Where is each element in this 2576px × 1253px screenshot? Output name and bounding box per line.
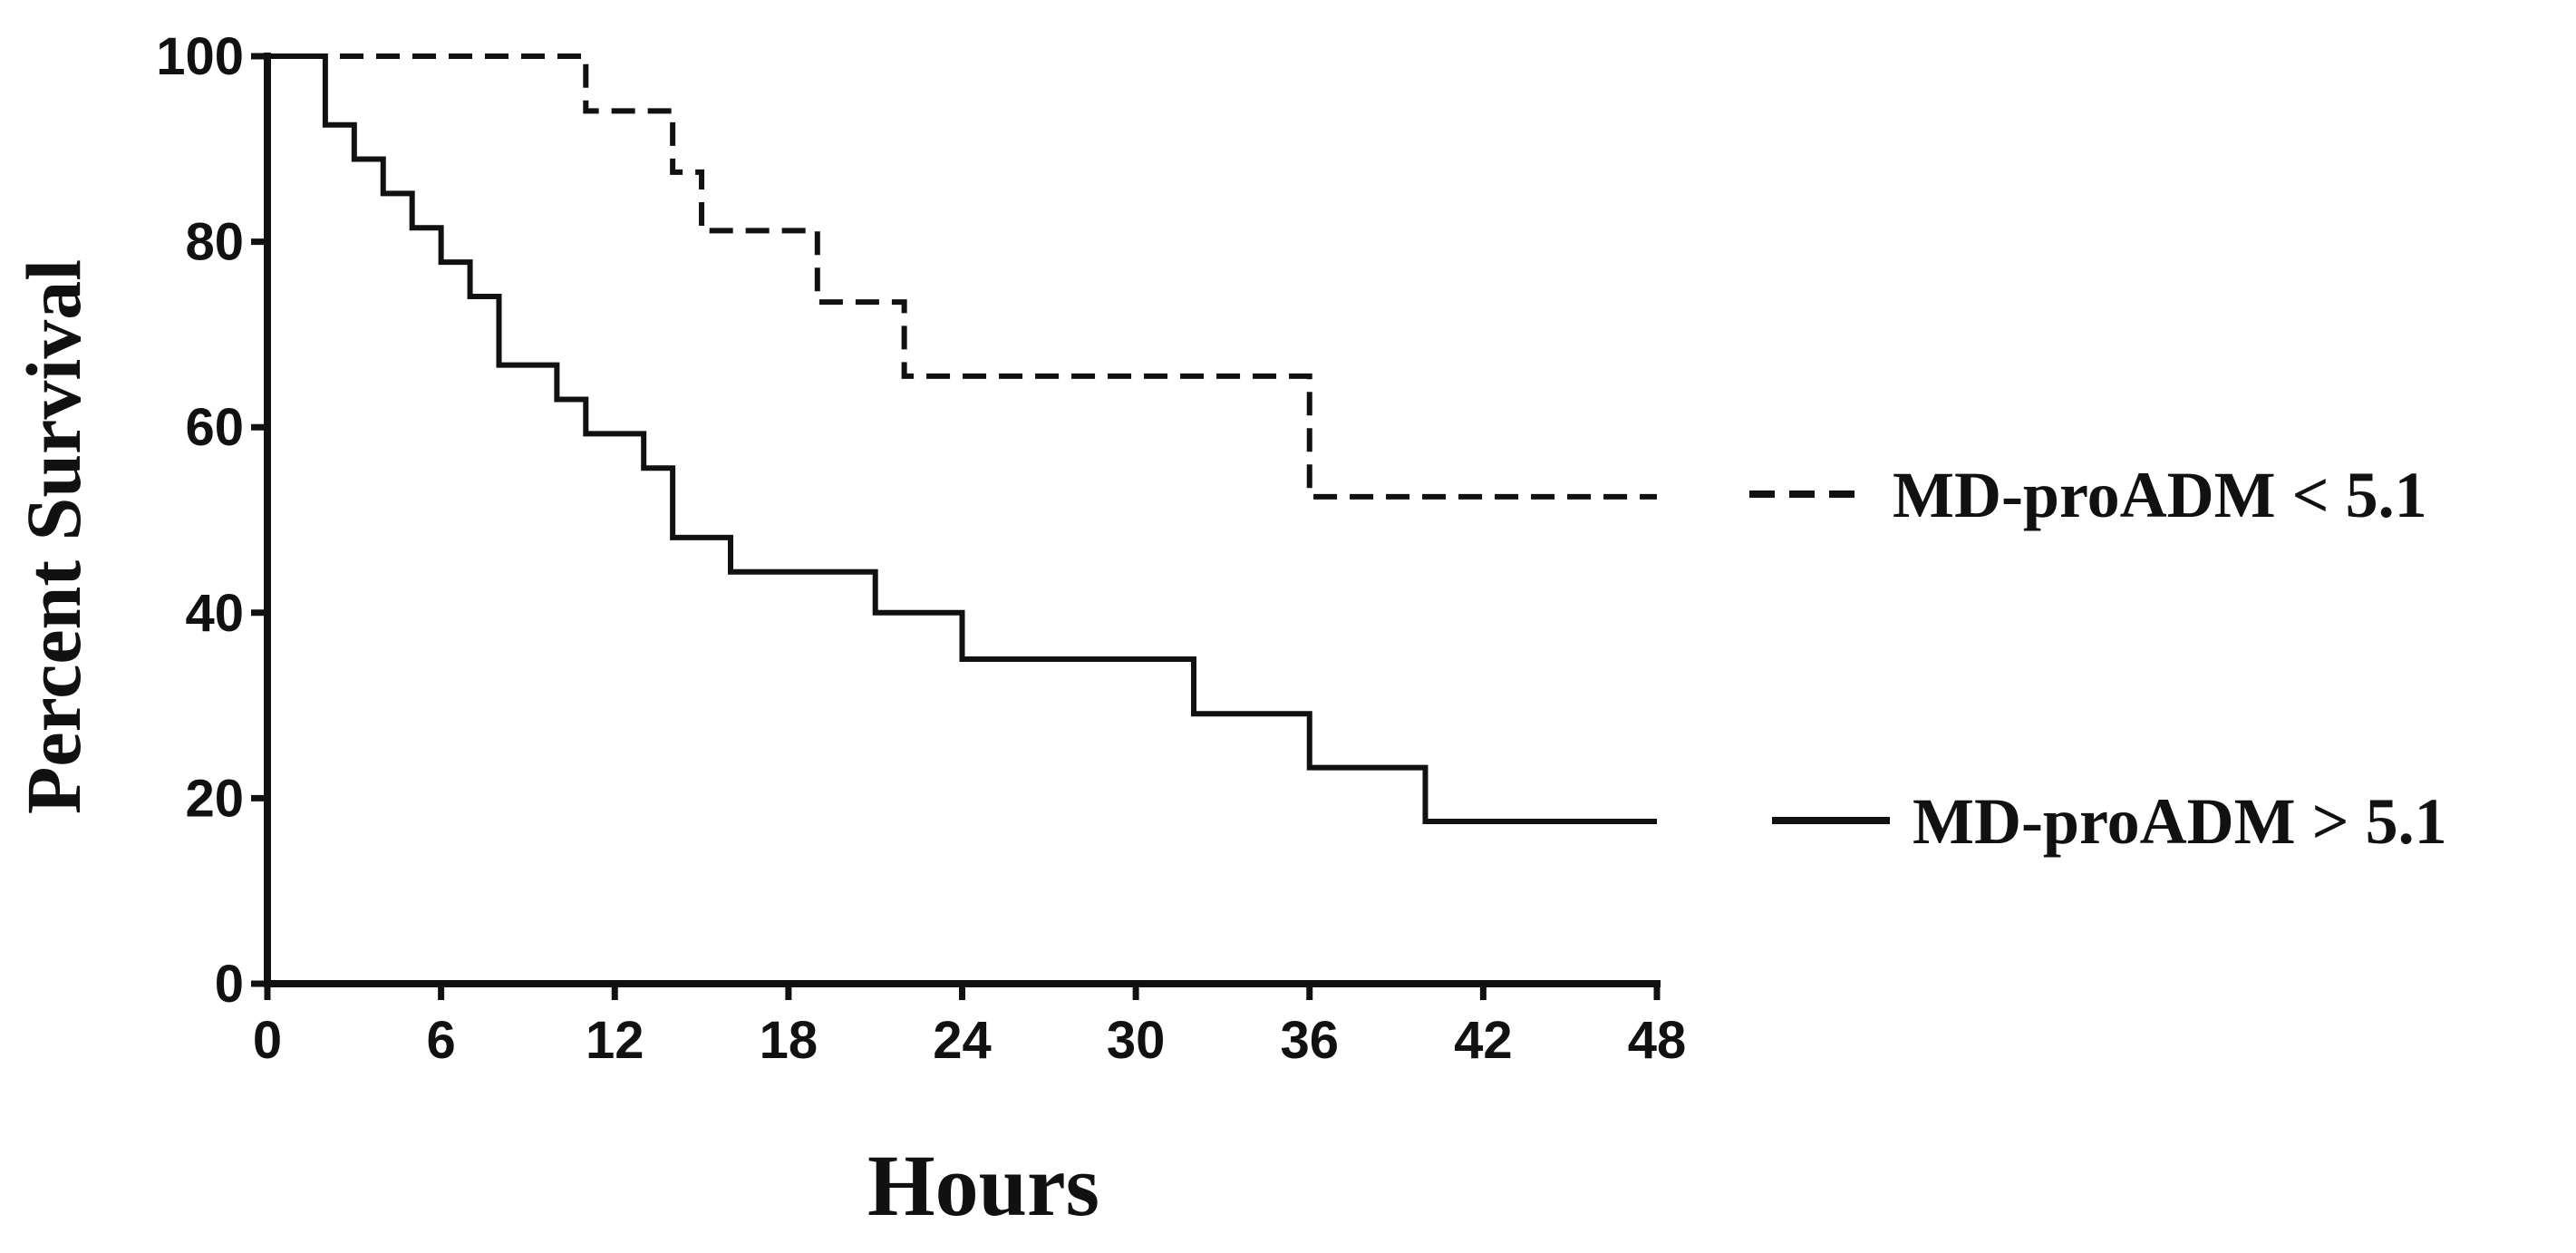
y-tick-label: 0 (215, 955, 244, 1014)
y-tick-label: 20 (185, 769, 244, 828)
y-tick-label: 60 (185, 398, 244, 457)
x-tick-label: 18 (760, 1011, 818, 1070)
x-tick-label: 12 (586, 1011, 644, 1070)
x-tick-label: 36 (1280, 1011, 1339, 1070)
x-tick-label: 0 (253, 1011, 282, 1070)
y-tick-label: 80 (185, 213, 244, 272)
x-tick-label: 6 (426, 1011, 455, 1070)
y-axis-label: Percent Survival (10, 259, 97, 814)
y-tick-label: 40 (185, 584, 244, 643)
survival-curve-low (267, 53, 1657, 500)
x-tick-label: 24 (933, 1011, 992, 1070)
series-layer (267, 53, 1657, 824)
x-tick-label: 30 (1107, 1011, 1166, 1070)
y-tick-label: 100 (156, 27, 244, 86)
axes: 0 20 40 60 80 100 0 6 12 18 24 30 36 42 48 (156, 27, 1686, 1070)
legend: MD-proADM < 5.1 MD-proADM > 5.1 (1749, 459, 2447, 858)
legend-label-low: MD-proADM < 5.1 (1893, 459, 2427, 531)
x-tick-label: 42 (1454, 1011, 1513, 1070)
survival-curve-high (267, 53, 1657, 824)
legend-label-high: MD-proADM > 5.1 (1913, 785, 2447, 858)
x-tick-label: 48 (1628, 1011, 1687, 1070)
x-axis-label: Hours (867, 1137, 1099, 1234)
